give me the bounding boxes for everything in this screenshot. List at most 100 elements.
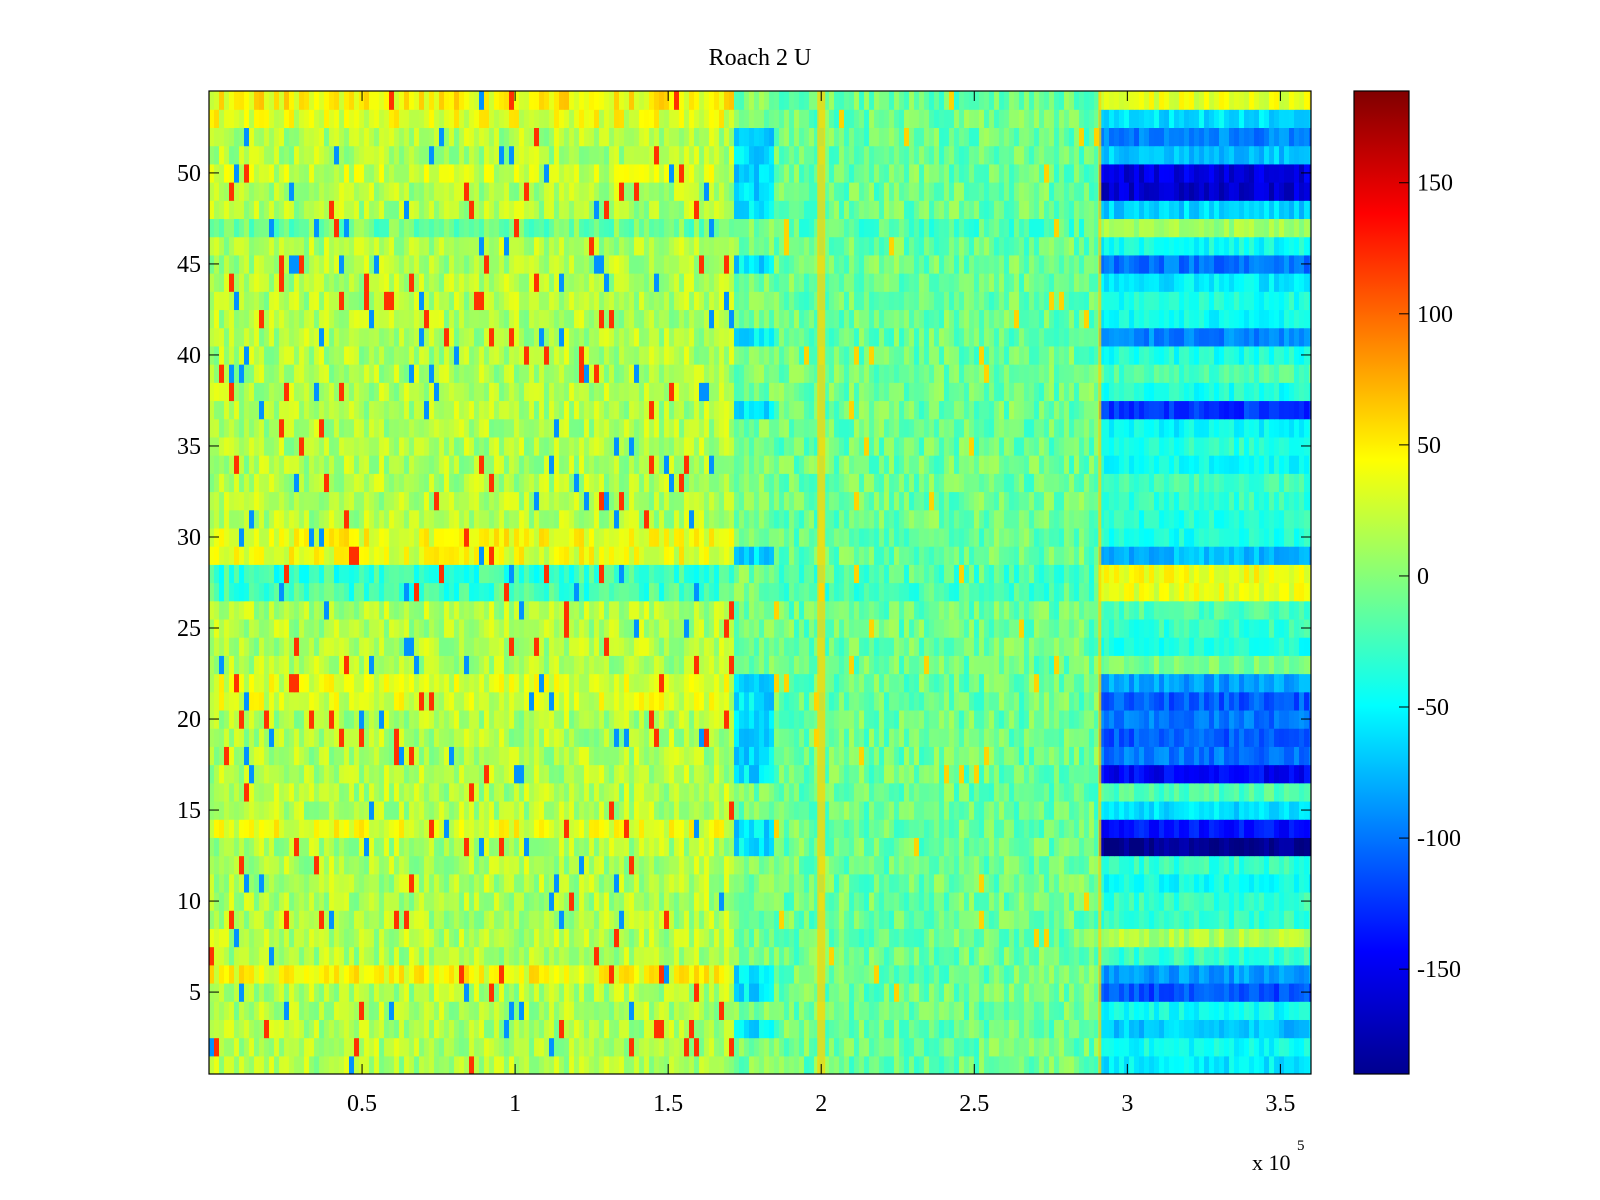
heatmap-cell [399,1019,405,1039]
heatmap-cell [644,1001,650,1020]
heatmap-cell [534,746,540,766]
heatmap-cell [294,1001,300,1020]
heatmap-cell [254,800,260,820]
heatmap-cell [774,910,780,929]
heatmap-cell [894,1019,900,1039]
heatmap-cell [489,691,495,711]
heatmap-cell [639,982,645,1002]
heatmap-cell [1134,673,1140,693]
heatmap-cell [229,691,235,711]
heatmap-cell [609,782,615,802]
heatmap-cell [344,855,350,875]
heatmap-cell [499,1019,505,1039]
heatmap-cell [704,728,710,747]
heatmap-cell [1174,691,1180,711]
heatmap-cell [1214,1001,1220,1020]
heatmap-cell [1184,691,1190,711]
heatmap-cell [1174,855,1180,875]
heatmap-cell [444,673,450,693]
heatmap-cell [244,655,250,675]
heatmap-cell [1219,891,1225,911]
heatmap-cell [674,819,680,838]
heatmap-cell [1064,1055,1070,1074]
heatmap-cell [1249,873,1255,893]
heatmap-cell [544,837,550,857]
heatmap-cell [799,709,805,729]
heatmap-cell [364,673,370,693]
heatmap-cell [279,800,285,820]
heatmap-cell [644,946,650,966]
heatmap-cell [1144,691,1150,711]
heatmap-cell [1094,855,1100,875]
heatmap-cell [564,964,570,984]
heatmap-cell [949,873,955,893]
heatmap-cell [424,709,430,729]
heatmap-cell [1149,691,1155,711]
heatmap-cell [1274,946,1280,966]
heatmap-cell [254,891,260,911]
heatmap-cell [879,1019,885,1039]
heatmap-cell [324,673,330,693]
heatmap-cell [824,1037,830,1057]
heatmap-cell [314,691,320,711]
heatmap-cell [1079,709,1085,729]
heatmap-cell [924,709,930,729]
heatmap-cell [699,928,705,948]
heatmap-cell [954,691,960,711]
heatmap-cell [949,782,955,802]
heatmap-cell [644,782,650,802]
heatmap-cell [629,982,635,1002]
heatmap-cell [1129,764,1135,784]
heatmap-cell [729,691,735,711]
heatmap-cell [1109,964,1115,984]
heatmap-cell [1209,928,1215,948]
heatmap-cell [264,1019,270,1039]
heatmap-cell [304,837,310,857]
heatmap-cell [739,910,745,929]
heatmap-cell [479,891,485,911]
heatmap-cell [674,746,680,766]
heatmap-cell [659,1019,665,1039]
heatmap-cell [429,764,435,784]
heatmap-cell [599,982,605,1002]
heatmap-cell [249,1055,255,1074]
heatmap-cell [1104,982,1110,1002]
heatmap-cell [834,709,840,729]
heatmap-cell [1074,691,1080,711]
heatmap-cell [659,946,665,966]
heatmap-cell [594,873,600,893]
heatmap-cell [789,691,795,711]
heatmap-cell [289,746,295,766]
heatmap-cell [1264,764,1270,784]
heatmap-cell [1249,673,1255,693]
heatmap-cell [1154,764,1160,784]
heatmap-cell [1089,1001,1095,1020]
heatmap-cell [804,928,810,948]
heatmap-cell [1064,1037,1070,1057]
heatmap-cell [1069,946,1075,966]
heatmap-cell [469,910,475,929]
heatmap-cell [434,728,440,747]
heatmap-cell [534,855,540,875]
heatmap-cell [484,691,490,711]
heatmap-cell [639,964,645,984]
heatmap-cell [834,746,840,766]
heatmap-cell [844,855,850,875]
heatmap-cell [299,764,305,784]
heatmap-cell [604,764,610,784]
heatmap-cell [934,891,940,911]
heatmap-cell [734,709,740,729]
heatmap-cell [1309,1019,1311,1039]
heatmap-cell [329,964,335,984]
heatmap-cell [449,873,455,893]
heatmap-cell [719,746,725,766]
heatmap-cell [754,964,760,984]
heatmap-cell [469,1001,475,1020]
heatmap-cell [919,709,925,729]
heatmap-cell [764,964,770,984]
heatmap-cell [579,1001,585,1020]
heatmap-cell [624,946,630,966]
heatmap-cell [869,982,875,1002]
heatmap-cell [369,800,375,820]
heatmap-cell [899,873,905,893]
